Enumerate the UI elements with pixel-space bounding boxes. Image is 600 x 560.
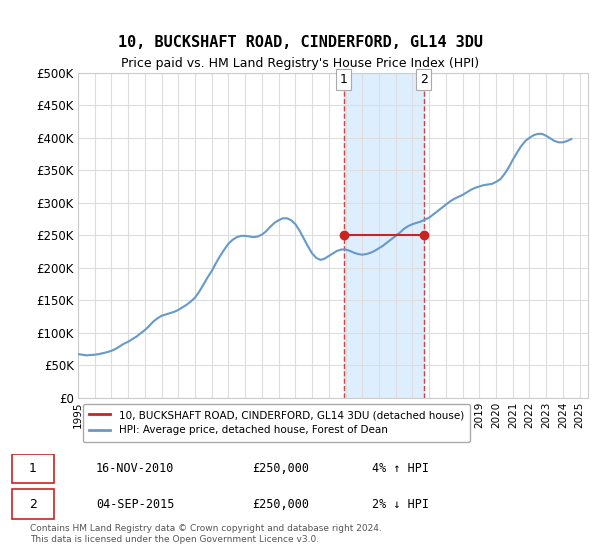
- Text: £250,000: £250,000: [252, 462, 309, 475]
- FancyBboxPatch shape: [12, 489, 54, 519]
- Text: 1: 1: [340, 73, 347, 86]
- Legend: 10, BUCKSHAFT ROAD, CINDERFORD, GL14 3DU (detached house), HPI: Average price, d: 10, BUCKSHAFT ROAD, CINDERFORD, GL14 3DU…: [83, 404, 470, 442]
- Text: Price paid vs. HM Land Registry's House Price Index (HPI): Price paid vs. HM Land Registry's House …: [121, 57, 479, 69]
- FancyBboxPatch shape: [12, 454, 54, 483]
- Text: 2: 2: [419, 73, 428, 86]
- Text: 10, BUCKSHAFT ROAD, CINDERFORD, GL14 3DU: 10, BUCKSHAFT ROAD, CINDERFORD, GL14 3DU: [118, 35, 482, 50]
- Text: 2: 2: [29, 497, 37, 511]
- Bar: [344, 73, 424, 398]
- Text: 1: 1: [29, 462, 37, 475]
- Text: 2% ↓ HPI: 2% ↓ HPI: [372, 497, 429, 511]
- Text: 4% ↑ HPI: 4% ↑ HPI: [372, 462, 429, 475]
- Text: £250,000: £250,000: [252, 497, 309, 511]
- Text: 16-NOV-2010: 16-NOV-2010: [96, 462, 175, 475]
- Text: 04-SEP-2015: 04-SEP-2015: [96, 497, 175, 511]
- Text: Contains HM Land Registry data © Crown copyright and database right 2024.
This d: Contains HM Land Registry data © Crown c…: [30, 524, 382, 544]
